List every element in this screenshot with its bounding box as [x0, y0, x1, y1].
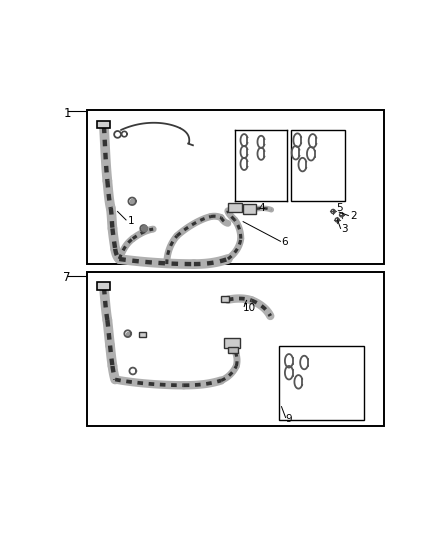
FancyBboxPatch shape	[221, 296, 229, 302]
Bar	[291, 130, 345, 201]
FancyBboxPatch shape	[97, 282, 110, 289]
Text: 2: 2	[350, 211, 357, 221]
FancyBboxPatch shape	[228, 203, 242, 212]
Text: 7: 7	[63, 271, 71, 284]
Bar	[87, 271, 384, 426]
FancyBboxPatch shape	[224, 338, 240, 348]
FancyBboxPatch shape	[139, 332, 146, 337]
Text: 10: 10	[243, 303, 256, 312]
Text: 9: 9	[285, 414, 292, 424]
FancyBboxPatch shape	[244, 204, 256, 214]
Bar	[87, 110, 384, 264]
Bar	[279, 345, 364, 420]
FancyBboxPatch shape	[97, 121, 110, 128]
Text: 1: 1	[63, 107, 71, 120]
Text: 6: 6	[282, 237, 288, 247]
Text: 4: 4	[258, 203, 265, 213]
Text: 3: 3	[342, 224, 348, 235]
FancyBboxPatch shape	[228, 347, 238, 353]
Text: 1: 1	[127, 216, 134, 226]
Text: 5: 5	[336, 203, 343, 213]
